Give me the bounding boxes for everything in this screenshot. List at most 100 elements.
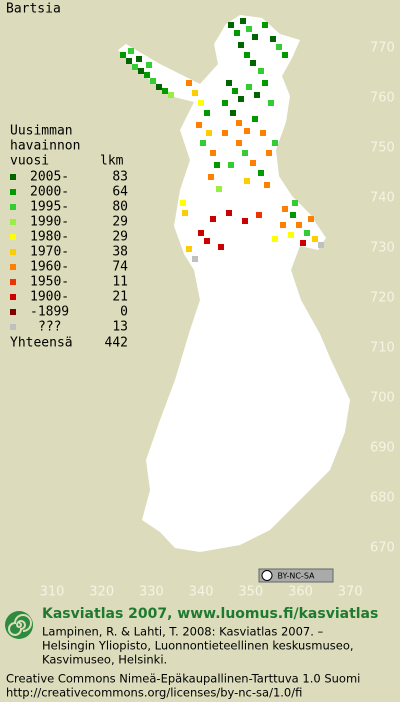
grid-y-label: 720 xyxy=(370,291,395,306)
observation-square xyxy=(236,120,242,126)
legend-column: lkm xyxy=(100,154,124,169)
logo-spiral xyxy=(8,614,32,636)
observation-square xyxy=(216,186,222,192)
observation-square xyxy=(182,210,188,216)
legend-heading: Uusimman xyxy=(10,124,73,139)
badge-cc-icon xyxy=(261,570,273,581)
observation-square xyxy=(290,212,296,218)
observation-square xyxy=(168,92,174,98)
observation-square xyxy=(228,162,234,168)
citation-line: Lampinen, R. & Lahti, T. 2008: Kasviatla… xyxy=(42,625,324,639)
grid-y-label: 730 xyxy=(370,241,395,256)
observation-square xyxy=(238,96,244,102)
observation-square xyxy=(244,52,250,58)
observation-square xyxy=(128,48,134,54)
observation-square xyxy=(208,174,214,180)
observation-square xyxy=(180,200,186,206)
observation-square xyxy=(222,100,228,106)
legend-count: 29 xyxy=(112,230,128,245)
citation-line: Kasvimuseo, Helsinki. xyxy=(42,653,167,667)
legend-label: -1899 xyxy=(30,305,69,320)
observation-square xyxy=(126,58,132,64)
observation-square xyxy=(250,60,256,66)
legend-count: 0 xyxy=(120,305,128,320)
license-line: Creative Commons Nimeä-Epäkaupallinen-Ta… xyxy=(6,672,360,686)
grid-y-label: 680 xyxy=(370,491,395,506)
observation-square xyxy=(282,52,288,58)
grid-x-label: 340 xyxy=(189,585,214,600)
logo-circle xyxy=(5,611,33,639)
observation-square xyxy=(186,80,192,86)
observation-square xyxy=(162,88,168,94)
legend-swatch xyxy=(10,174,16,180)
observation-square xyxy=(132,64,138,70)
observation-square xyxy=(256,212,262,218)
observation-square xyxy=(242,218,248,224)
observation-square xyxy=(258,170,264,176)
observation-square xyxy=(272,140,278,146)
legend-label: 2005- xyxy=(30,170,69,185)
legend-count: 74 xyxy=(112,260,128,275)
observation-square xyxy=(266,150,272,156)
observation-square xyxy=(146,62,152,68)
observation-square xyxy=(238,42,244,48)
legend-swatch xyxy=(10,279,16,285)
observation-square xyxy=(136,56,142,62)
observation-square xyxy=(244,128,250,134)
legend-swatch xyxy=(10,204,16,210)
observation-square xyxy=(218,244,224,250)
legend-count: 38 xyxy=(112,245,128,260)
observation-square xyxy=(198,100,204,106)
legend-count: 13 xyxy=(112,320,128,335)
finland-land xyxy=(118,15,350,552)
observation-square xyxy=(276,44,282,50)
grid-x-label: 350 xyxy=(238,585,263,600)
grid-y-label: 740 xyxy=(370,191,395,206)
legend-count: 80 xyxy=(112,200,128,215)
legend-label: 2000- xyxy=(30,185,69,200)
observation-square xyxy=(282,206,288,212)
grid-x-label: 360 xyxy=(288,585,313,600)
observation-square xyxy=(234,30,240,36)
grid-y-label: 670 xyxy=(370,541,395,556)
legend-swatch xyxy=(10,249,16,255)
legend-label: 1900- xyxy=(30,290,69,305)
observation-square xyxy=(150,78,156,84)
species-title: Bartsia xyxy=(6,2,61,17)
observation-square xyxy=(312,236,318,242)
observation-square xyxy=(214,162,220,168)
observation-square xyxy=(318,242,324,248)
observation-square xyxy=(272,236,278,242)
legend-heading: havainnon xyxy=(10,139,80,154)
observation-square xyxy=(230,110,236,116)
observation-square xyxy=(258,68,264,74)
legend-swatch xyxy=(10,234,16,240)
legend-column: vuosi xyxy=(10,154,49,169)
badge-text: BY-NC-SA xyxy=(277,572,315,581)
observation-square xyxy=(268,100,274,106)
grid-x-label: 370 xyxy=(338,585,363,600)
observation-square xyxy=(292,200,298,206)
legend-label: 1960- xyxy=(30,260,69,275)
observation-square xyxy=(236,140,242,146)
observation-square xyxy=(260,130,266,136)
observation-square xyxy=(240,18,246,24)
observation-square xyxy=(246,84,252,90)
legend-label: 1980- xyxy=(30,230,69,245)
grid-y-label: 710 xyxy=(370,341,395,356)
observation-square xyxy=(206,130,212,136)
legend-label: 1990- xyxy=(30,215,69,230)
legend-count: 11 xyxy=(112,275,128,290)
observation-square xyxy=(210,150,216,156)
observation-square xyxy=(156,84,162,90)
observation-square xyxy=(226,210,232,216)
observation-square xyxy=(254,92,260,98)
grid-y-label: 750 xyxy=(370,141,395,156)
legend-count: 29 xyxy=(112,215,128,230)
legend-swatch xyxy=(10,294,16,300)
observation-square xyxy=(242,150,248,156)
grid-x-label: 320 xyxy=(89,585,114,600)
legend-count: 83 xyxy=(112,170,128,185)
observation-square xyxy=(262,80,268,86)
footer-heading: Kasviatlas 2007, www.luomus.fi/kasviatla… xyxy=(42,606,378,622)
